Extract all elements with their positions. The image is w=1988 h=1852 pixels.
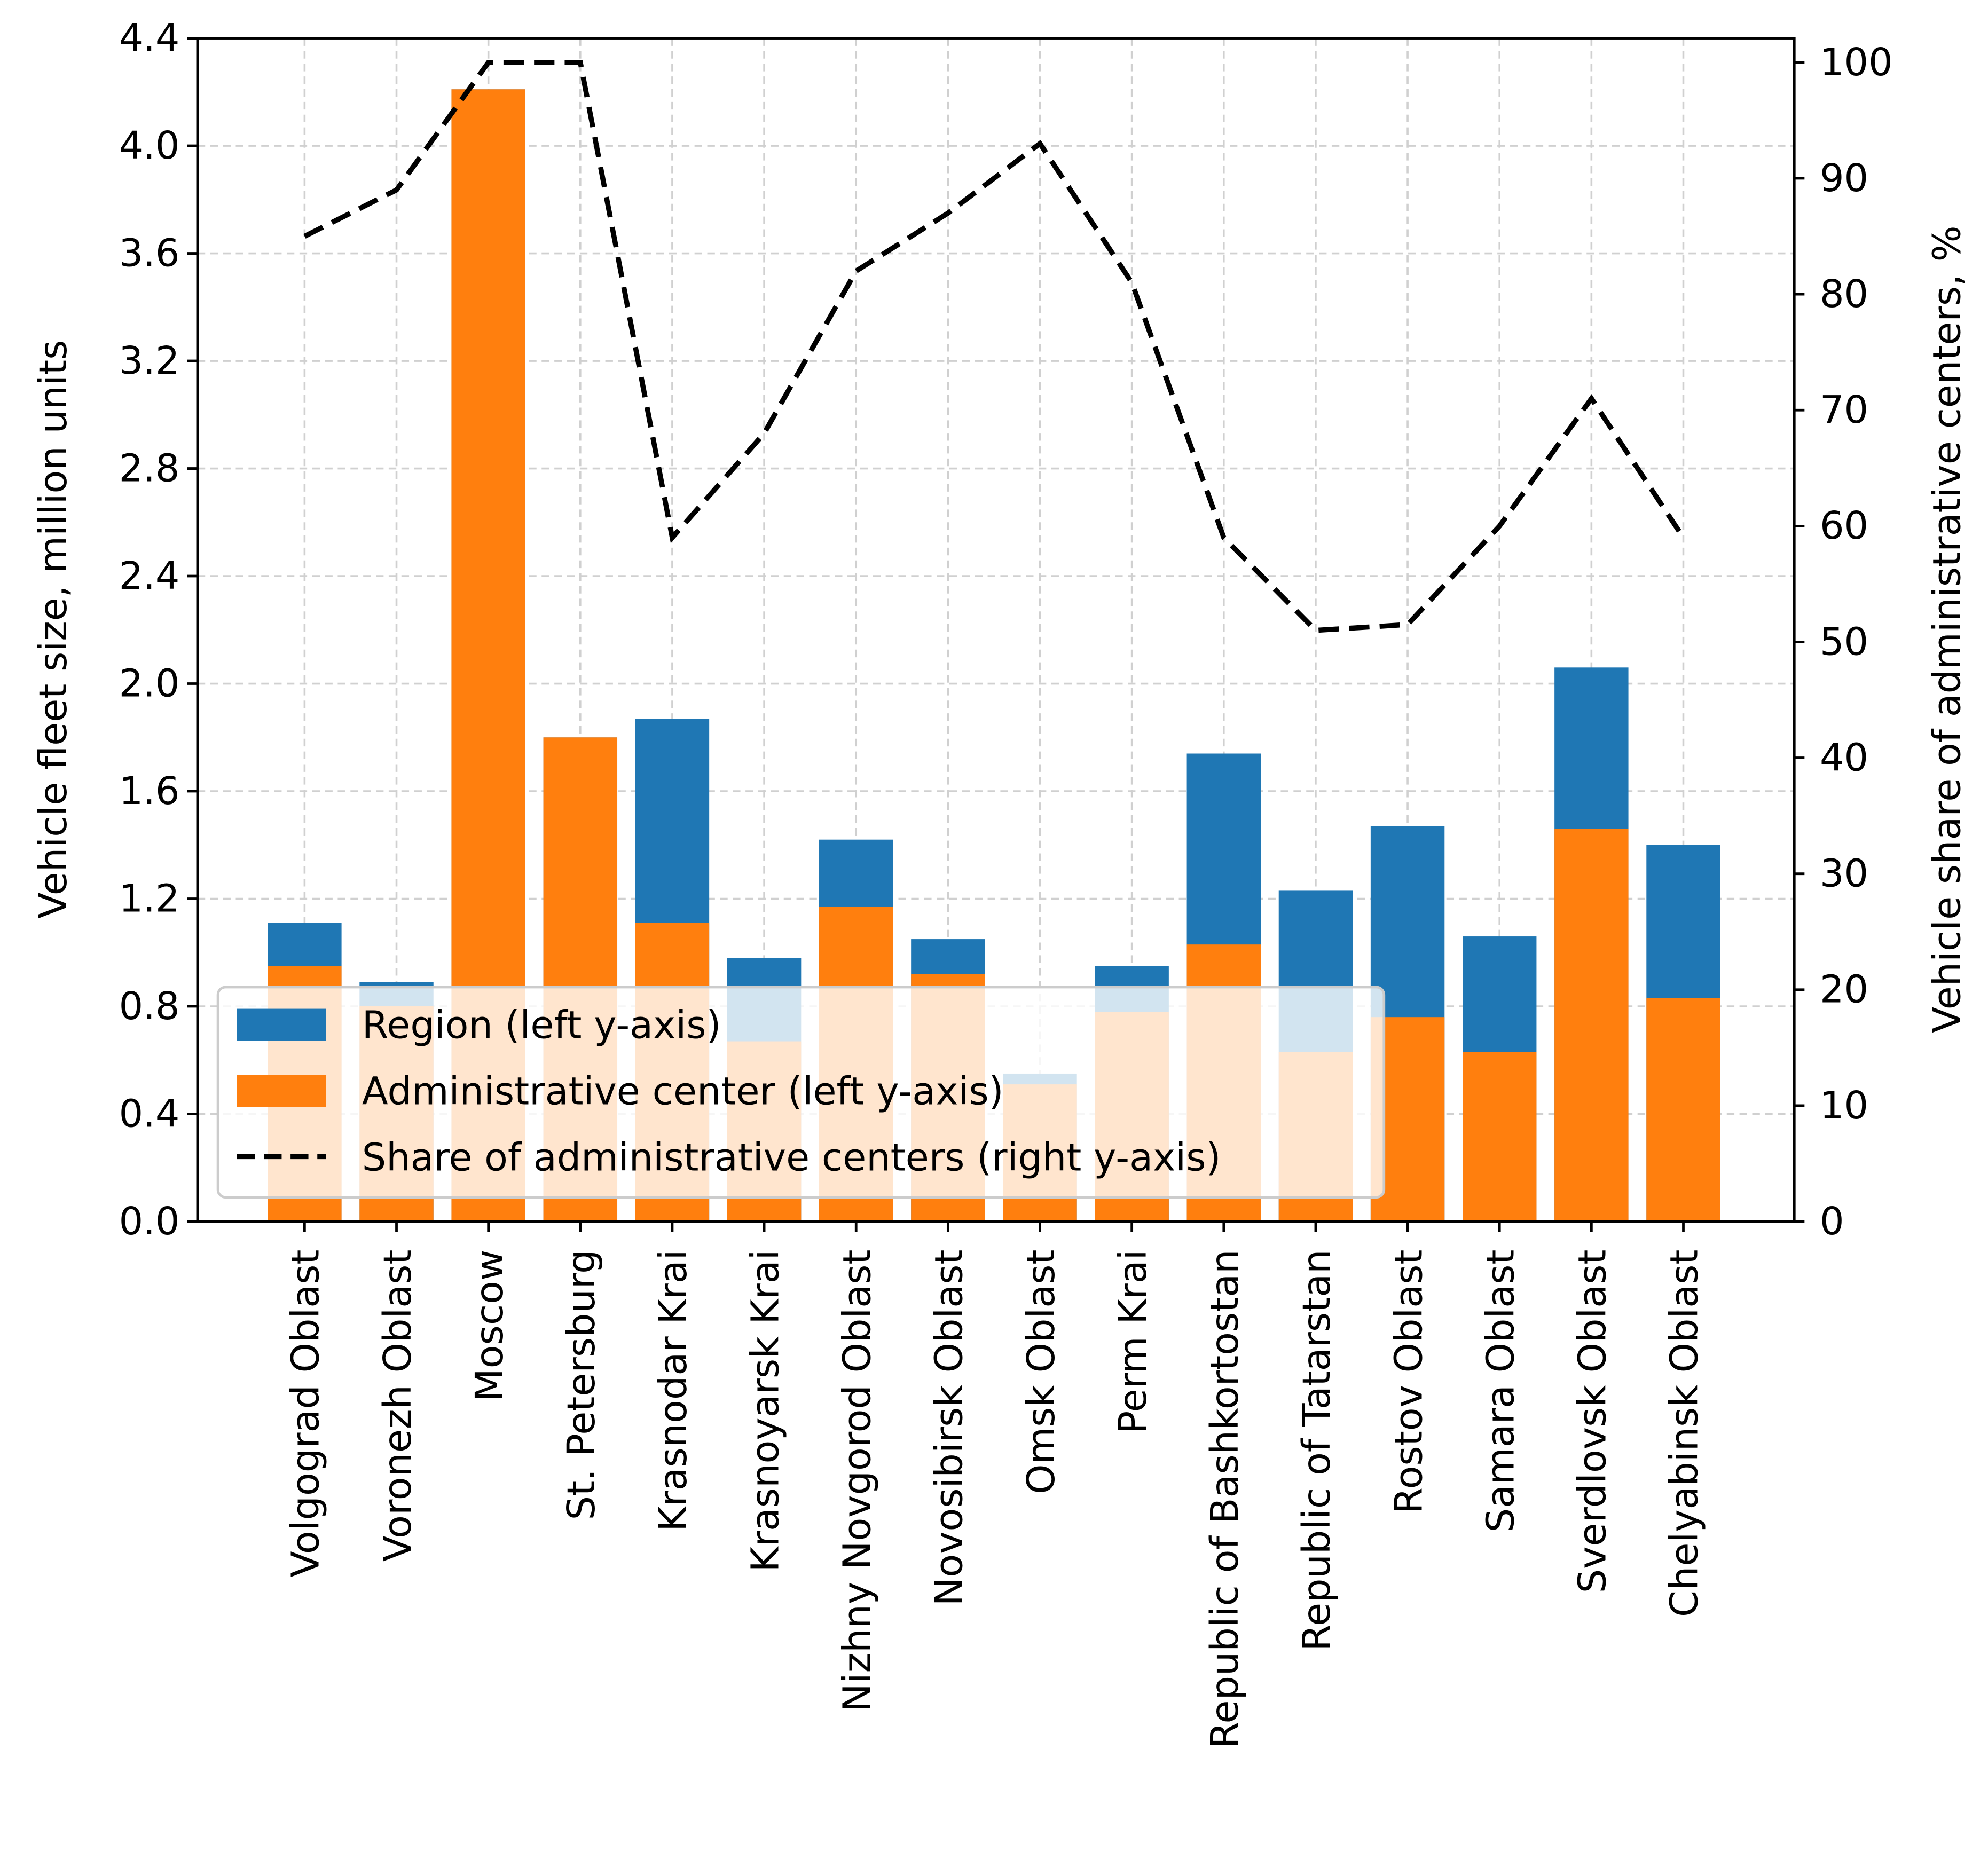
x-tick-label: Voronezh Oblast	[375, 1250, 420, 1562]
x-tick-label: Samara Oblast	[1478, 1250, 1522, 1533]
y-tick-label: 3.6	[119, 231, 180, 275]
bar-administrative-center	[1463, 1052, 1537, 1222]
legend-swatch-admin-center	[237, 1075, 326, 1107]
y2-tick-label: 70	[1820, 388, 1868, 432]
y2-tick-label: 60	[1820, 503, 1868, 548]
y2-tick-label: 80	[1820, 272, 1868, 316]
x-tick-label: Novosibirsk Oblast	[927, 1250, 971, 1606]
y-tick-label: 2.4	[119, 554, 180, 598]
x-tick-label: St. Petersburg	[559, 1250, 603, 1520]
x-tick-label: Republic of Tatarstan	[1294, 1250, 1339, 1651]
y-tick-label: 1.2	[119, 876, 180, 920]
x-tick-label: Krasnoyarsk Krai	[743, 1250, 787, 1572]
y2-tick-label: 50	[1820, 619, 1868, 664]
legend-label-region: Region (left y-axis)	[362, 1003, 721, 1047]
share-line-path	[303, 60, 1686, 633]
x-tick-label: Perm Krai	[1111, 1250, 1155, 1434]
legend-frame	[216, 986, 1386, 1199]
y2-tick-label: 90	[1820, 156, 1868, 200]
bar-administrative-center	[1554, 829, 1629, 1222]
y-tick-label: 0.0	[119, 1199, 180, 1243]
share-line	[303, 60, 1686, 633]
x-tick-label: Volgograd Oblast	[284, 1250, 328, 1578]
legend: Region (left y-axis) Administrative cent…	[216, 986, 1386, 1199]
y-tick-label: 0.4	[119, 1091, 180, 1136]
y-tick-label: 0.8	[119, 984, 180, 1028]
x-tick-label: Sverdlovsk Oblast	[1570, 1250, 1615, 1594]
y-tick-label: 2.0	[119, 661, 180, 705]
x-tick-label: Krasnodar Krai	[651, 1250, 695, 1532]
y-tick-label: 3.2	[119, 338, 180, 383]
y2-tick-label: 10	[1820, 1083, 1868, 1128]
y2-tick-label: 0	[1820, 1199, 1844, 1243]
x-tick-label: Moscow	[467, 1250, 512, 1401]
y2-axis-label: Vehicle share of administrative centers,…	[1924, 225, 1969, 1033]
y2-tick-label: 100	[1820, 40, 1893, 84]
y2-tick-label: 30	[1820, 852, 1868, 896]
x-tick-label: Chelyabinsk Oblast	[1662, 1250, 1707, 1617]
y-tick-label: 1.6	[119, 769, 180, 813]
x-tick-label: Rostov Oblast	[1386, 1250, 1431, 1514]
bar-administrative-center	[1646, 998, 1720, 1222]
x-tick-label: Omsk Oblast	[1019, 1250, 1063, 1494]
x-tick-label: Republic of Bashkortostan	[1203, 1250, 1247, 1748]
y-tick-label: 4.0	[119, 123, 180, 168]
plot-frame	[196, 37, 1796, 1223]
legend-label-share: Share of administrative centers (right y…	[362, 1136, 1221, 1180]
legend-swatch-region	[237, 1008, 326, 1041]
legend-label-admin-center: Administrative center (left y-axis)	[362, 1069, 1004, 1114]
axes: 0.0 0.4 0.8 1.2 1.6 2.0 2.4 2.8 3.2 3.6 4.0 4.4 0 10 2…	[119, 15, 1893, 1748]
y-tick-label: 4.4	[119, 15, 180, 60]
y2-tick-label: 20	[1820, 967, 1868, 1012]
y-tick-label: 2.8	[119, 446, 180, 490]
y-axis-label: Vehicle fleet size, million units	[31, 340, 75, 919]
y2-tick-label: 40	[1820, 735, 1868, 779]
x-tick-label: Nizhny Novgorod Oblast	[835, 1250, 879, 1712]
